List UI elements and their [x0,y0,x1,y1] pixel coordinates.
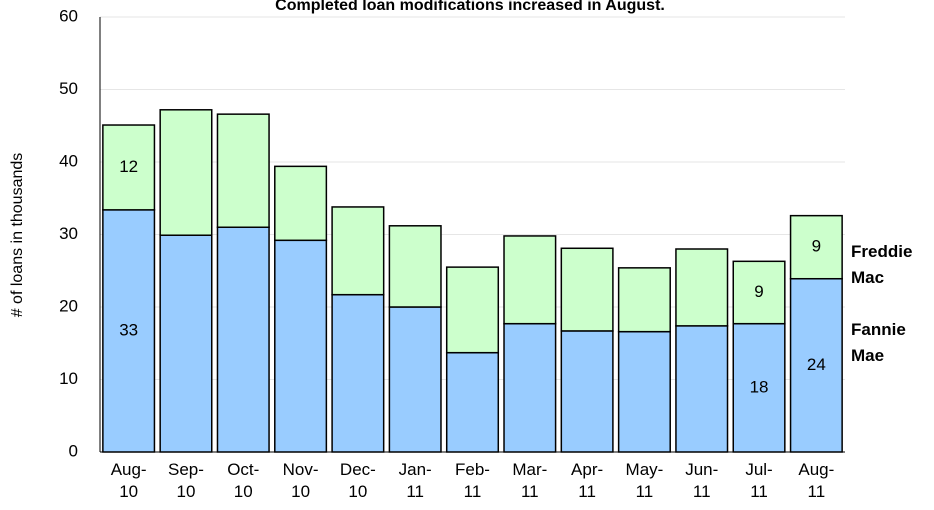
x-tick-label: Sep-10 [168,460,204,501]
y-tick-label: 40 [59,151,78,170]
x-tick-label: Apr-11 [571,460,603,501]
bar-segment [216,226,270,453]
x-tick-label: Nov-10 [283,460,319,501]
bar-segment [789,214,843,280]
bar-segment [789,277,843,453]
bar-segment [617,330,671,453]
bar-segment [675,248,729,327]
x-tick-label: Jun-11 [685,460,718,501]
bar-segment [274,165,328,242]
chart-title: Completed loan modifications increased i… [275,0,665,14]
bar-segment [445,351,500,453]
bar-segment [445,266,500,354]
x-tick-label: Oct-10 [227,460,259,501]
bar-segment [274,239,328,453]
y-tick-label: 60 [59,6,78,25]
bar-segment [732,260,786,325]
bar-segment [216,113,270,228]
data-label: 9 [754,282,763,301]
x-tick-label: Aug-11 [798,460,834,501]
y-axis-label: # of loans in thousands [9,153,26,318]
data-label: 18 [750,377,769,396]
x-tick-label: Jan-11 [399,460,432,501]
bar-segment [675,325,729,453]
bar-segment [159,109,213,236]
bar-segment [102,209,156,453]
bar-segment [560,330,614,453]
y-tick-label: 0 [69,441,78,460]
x-tick-label: Aug-10 [111,460,147,501]
y-tick-label: 10 [59,369,78,388]
bar-segment [331,206,385,296]
bar-segment [503,322,557,453]
legend-label: Fannie Mae [851,320,906,365]
bar-segment [388,225,442,308]
legend-label: Freddie Mac [851,242,912,287]
bar-segment [331,293,385,453]
bar-segment [560,247,614,332]
x-tick-label: May-11 [626,460,664,501]
y-tick-label: 50 [59,79,78,98]
data-label: 9 [812,237,821,256]
bar-segment [503,235,557,325]
bar-segment [617,267,671,333]
data-label: 33 [119,320,138,339]
data-label: 12 [119,157,138,176]
bar-segment [102,124,156,211]
data-label: 24 [807,355,826,374]
y-tick-label: 20 [59,296,78,315]
x-tick-label: Mar-11 [512,460,547,501]
x-tick-label: Feb-11 [455,460,490,501]
y-tick-label: 30 [59,224,78,243]
x-tick-label: Dec-10 [340,460,376,501]
x-tick-label: Jul-11 [745,460,772,501]
bar-segment [159,234,213,453]
bar-segment [388,306,442,453]
